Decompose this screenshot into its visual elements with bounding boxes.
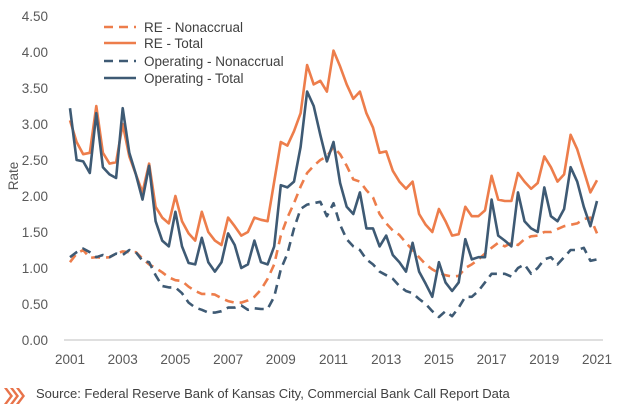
x-tick-label: 2021 bbox=[582, 352, 612, 367]
kansas-city-fed-chevron-logo bbox=[4, 388, 25, 404]
y-tick-label: 2.00 bbox=[22, 189, 48, 204]
series-line-re-total bbox=[68, 49, 599, 247]
x-tick-label: 2003 bbox=[108, 352, 138, 367]
y-tick-label: 4.00 bbox=[22, 45, 48, 60]
y-tick-label: 0.00 bbox=[22, 333, 48, 348]
y-tick-label: 4.50 bbox=[22, 9, 48, 24]
legend-label-operating-nonaccrual: Operating - Nonaccrual bbox=[144, 54, 284, 69]
legend-label-operating-total: Operating - Total bbox=[144, 71, 244, 86]
x-tick-label: 2019 bbox=[529, 352, 559, 367]
x-tick-label: 2017 bbox=[477, 352, 507, 367]
x-tick-label: 2013 bbox=[371, 352, 401, 367]
x-axis-ticks: 2001 2003 2005 2007 2009 2011 2013 2015 2017 2019… bbox=[55, 352, 612, 367]
line-chart: Rate 0.00 0.50 1.00 1.50 2.00 2.50 3.00 3.50 4.0… bbox=[6, 9, 612, 367]
x-tick-label: 2005 bbox=[160, 352, 190, 367]
y-tick-label: 1.00 bbox=[22, 261, 48, 276]
y-tick-label: 0.50 bbox=[22, 297, 48, 312]
y-axis-ticks: 0.00 0.50 1.00 1.50 2.00 2.50 3.00 3.50 4.00 4.50 bbox=[22, 9, 48, 348]
y-tick-label: 3.00 bbox=[22, 117, 48, 132]
x-tick-label: 2015 bbox=[424, 352, 454, 367]
series-line-operating-nonaccrual bbox=[69, 200, 598, 319]
legend-label-re-total: RE - Total bbox=[144, 36, 203, 51]
legend-label-re-nonaccrual: RE - Nonaccrual bbox=[144, 20, 243, 35]
y-tick-label: 1.50 bbox=[22, 225, 48, 240]
x-tick-label: 2009 bbox=[266, 352, 296, 367]
y-tick-label: 3.50 bbox=[22, 81, 48, 96]
series-group bbox=[68, 49, 599, 319]
x-tick-label: 2011 bbox=[319, 352, 348, 367]
source-note: Source: Federal Reserve Bank of Kansas C… bbox=[36, 386, 510, 401]
y-tick-label: 2.50 bbox=[22, 153, 48, 168]
series-line-operating-total bbox=[68, 90, 599, 299]
y-axis-label: Rate bbox=[6, 162, 21, 191]
x-tick-label: 2007 bbox=[213, 352, 243, 367]
x-tick-label: 2001 bbox=[55, 352, 85, 367]
